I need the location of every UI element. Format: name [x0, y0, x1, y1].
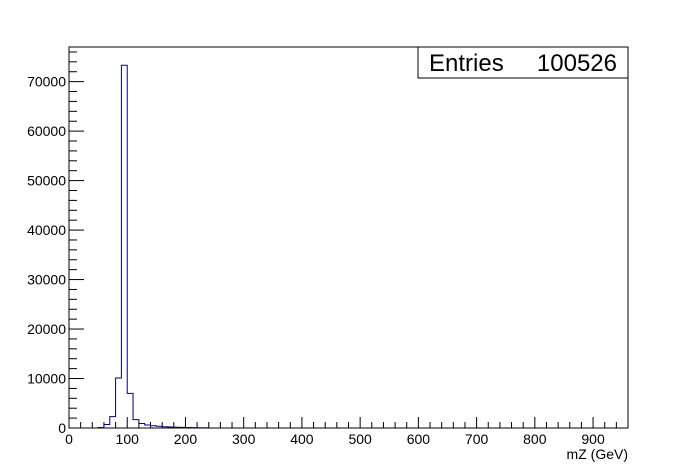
y-axis-tick-labels: 0 10000 20000 30000 40000 50000 60000 70000 [27, 74, 66, 436]
x-tick-label: 800 [523, 431, 547, 447]
x-tick-label: 200 [174, 431, 198, 447]
x-axis-title: mZ (GeV) [567, 446, 628, 462]
histogram-bin [133, 420, 139, 428]
histogram-bin [110, 417, 116, 428]
x-tick-label: 500 [348, 431, 372, 447]
y-tick-label: 0 [58, 420, 66, 436]
histogram-bin [139, 424, 145, 428]
y-tick-label: 50000 [27, 173, 66, 189]
y-tick-label: 70000 [27, 74, 66, 90]
x-axis-ticks [68, 417, 629, 428]
x-tick-label: 0 [65, 431, 73, 447]
y-tick-label: 60000 [27, 123, 66, 139]
x-tick-label: 300 [232, 431, 256, 447]
frame [68, 46, 629, 429]
histogram-bin [121, 65, 127, 428]
x-tick-label: 900 [581, 431, 605, 447]
y-tick-label: 30000 [27, 272, 66, 288]
histogram-bin [127, 393, 133, 428]
histogram-bins [98, 65, 209, 428]
histogram-bin [116, 378, 122, 428]
x-tick-label: 400 [290, 431, 314, 447]
histogram-outline [97, 64, 210, 429]
stats-box-frame [417, 46, 629, 79]
y-axis-ticks [69, 51, 84, 429]
x-tick-label: 100 [116, 431, 140, 447]
x-tick-label: 700 [465, 431, 489, 447]
histogram-bin [104, 425, 110, 428]
stats-entries-label: Entries [429, 50, 504, 77]
y-tick-label: 40000 [27, 222, 66, 238]
x-axis-tick-labels: 0 100 200 300 400 500 600 700 800 900 [65, 431, 605, 447]
stats-entries-value: 100526 [537, 50, 617, 77]
stats-box: Entries 100526 [417, 46, 629, 79]
x-tick-label: 600 [407, 431, 431, 447]
y-tick-label: 20000 [27, 321, 66, 337]
y-tick-label: 10000 [27, 371, 66, 387]
